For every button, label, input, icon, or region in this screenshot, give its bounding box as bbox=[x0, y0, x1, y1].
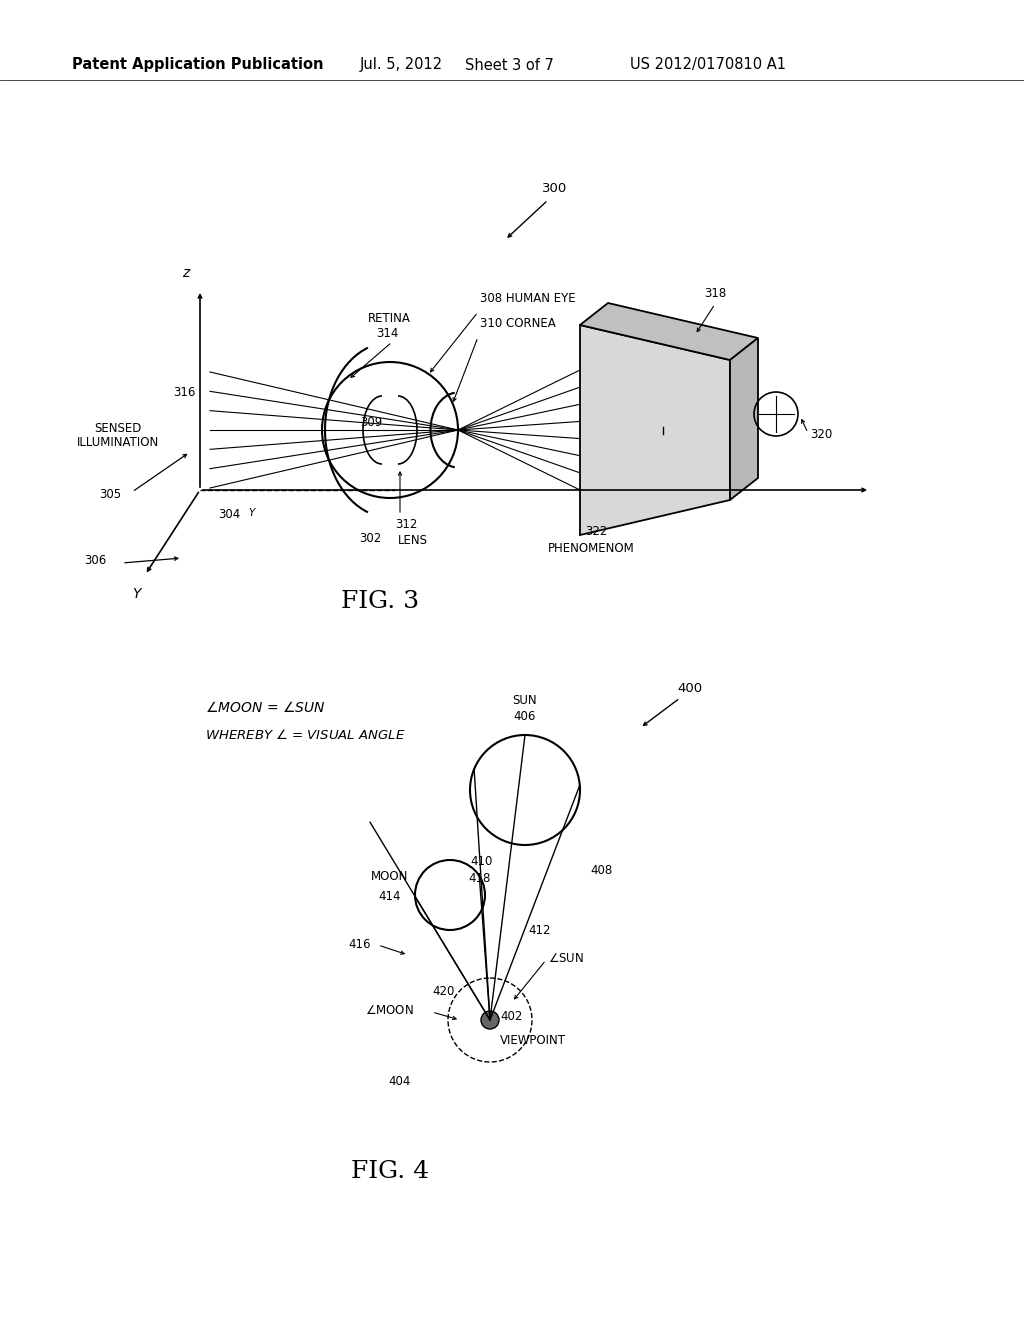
Text: 306: 306 bbox=[84, 553, 106, 566]
Text: 320: 320 bbox=[810, 429, 833, 441]
Text: 408: 408 bbox=[590, 863, 612, 876]
Text: FIG. 3: FIG. 3 bbox=[341, 590, 419, 612]
Text: 310 CORNEA: 310 CORNEA bbox=[480, 317, 556, 330]
Text: MOON: MOON bbox=[372, 870, 409, 883]
Polygon shape bbox=[580, 304, 758, 360]
Text: Y: Y bbox=[132, 587, 140, 601]
Text: 316: 316 bbox=[174, 385, 196, 399]
Text: $\angle$SUN: $\angle$SUN bbox=[548, 952, 585, 965]
Text: 318: 318 bbox=[703, 286, 726, 300]
Text: FIG. 4: FIG. 4 bbox=[351, 1160, 429, 1183]
Text: WHEREBY $\angle$ = VISUAL ANGLE: WHEREBY $\angle$ = VISUAL ANGLE bbox=[205, 729, 406, 742]
Text: 308 HUMAN EYE: 308 HUMAN EYE bbox=[480, 292, 575, 305]
Polygon shape bbox=[580, 325, 730, 535]
Text: $\angle$MOON: $\angle$MOON bbox=[365, 1003, 414, 1016]
Text: ILLUMINATION: ILLUMINATION bbox=[77, 436, 159, 449]
Text: SENSED: SENSED bbox=[94, 421, 141, 434]
Text: 416: 416 bbox=[349, 939, 372, 952]
Text: 402: 402 bbox=[500, 1010, 522, 1023]
Text: PHENOMENOM: PHENOMENOM bbox=[548, 543, 635, 554]
Text: 302: 302 bbox=[358, 532, 381, 545]
Text: 322: 322 bbox=[585, 525, 607, 539]
Text: 404: 404 bbox=[389, 1074, 412, 1088]
Text: 414: 414 bbox=[379, 891, 401, 903]
Text: 304: 304 bbox=[218, 508, 241, 521]
Text: 305: 305 bbox=[99, 488, 121, 502]
Text: 400: 400 bbox=[678, 682, 702, 696]
Text: LENS: LENS bbox=[398, 535, 428, 546]
Text: Sheet 3 of 7: Sheet 3 of 7 bbox=[465, 58, 554, 73]
Text: 300: 300 bbox=[543, 182, 567, 195]
Text: $\angle$MOON = $\angle$SUN: $\angle$MOON = $\angle$SUN bbox=[205, 700, 326, 715]
Text: 309: 309 bbox=[360, 416, 382, 429]
Text: 410: 410 bbox=[470, 855, 493, 869]
Text: 314: 314 bbox=[376, 327, 398, 341]
Text: z: z bbox=[182, 267, 189, 280]
Text: 412: 412 bbox=[528, 924, 551, 936]
Circle shape bbox=[481, 1011, 499, 1030]
Text: Y: Y bbox=[248, 508, 254, 517]
Text: RETINA: RETINA bbox=[368, 312, 411, 325]
Text: 312: 312 bbox=[395, 517, 418, 531]
Text: VIEWPOINT: VIEWPOINT bbox=[500, 1034, 566, 1047]
Text: 418: 418 bbox=[468, 873, 490, 884]
Text: US 2012/0170810 A1: US 2012/0170810 A1 bbox=[630, 58, 786, 73]
Text: Jul. 5, 2012: Jul. 5, 2012 bbox=[360, 58, 443, 73]
Polygon shape bbox=[730, 338, 758, 500]
Text: Patent Application Publication: Patent Application Publication bbox=[72, 58, 324, 73]
Text: 420: 420 bbox=[432, 985, 455, 998]
Text: SUN: SUN bbox=[513, 694, 538, 708]
Text: 406: 406 bbox=[514, 710, 537, 723]
